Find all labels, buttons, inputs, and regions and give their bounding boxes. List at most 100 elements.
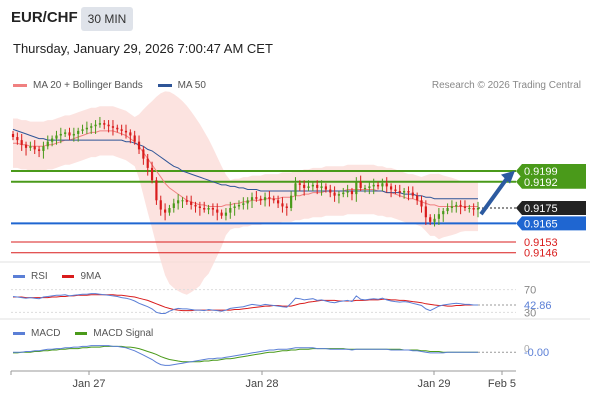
candle-body xyxy=(281,203,284,207)
candle-body xyxy=(137,141,141,150)
candle-body xyxy=(342,192,345,195)
candle-body xyxy=(164,209,167,213)
candle-body xyxy=(463,206,467,208)
candle-body xyxy=(81,129,84,131)
candle-body xyxy=(207,208,210,210)
candle-body xyxy=(94,124,97,127)
candle-body xyxy=(329,189,332,193)
candle-body xyxy=(159,200,162,210)
candle-body xyxy=(442,211,445,215)
candle-body xyxy=(381,183,384,187)
candle-body xyxy=(11,133,15,138)
candle-body xyxy=(403,191,406,193)
x-tick-label: Jan 29 xyxy=(417,378,450,390)
level-tag-resistance xyxy=(516,174,586,189)
candle-body xyxy=(64,132,67,134)
candle-body xyxy=(416,195,419,201)
moving-averages xyxy=(12,128,478,207)
candle-body xyxy=(311,184,314,187)
rsi-swatch xyxy=(13,274,25,278)
x-axis: Jan 27 Jan 28 Jan 29 Feb 5 xyxy=(10,371,516,390)
rsi-ma-legend-label: 9MA xyxy=(80,271,102,282)
candle-body xyxy=(168,208,171,213)
candle-body xyxy=(42,146,45,151)
candle-body xyxy=(359,181,362,188)
ma50-line xyxy=(12,128,478,200)
symbol-label: EUR/CHF xyxy=(11,9,78,26)
rsi-line xyxy=(12,293,478,314)
forecast-arrow-shaft xyxy=(479,174,511,216)
candle-body xyxy=(437,214,440,219)
candle-body xyxy=(346,191,349,193)
candle-body xyxy=(177,200,180,204)
bollinger-band xyxy=(13,91,478,295)
candle-body xyxy=(307,186,310,188)
candle-body xyxy=(472,208,475,210)
candle-body xyxy=(124,130,128,133)
candle-body xyxy=(220,212,223,216)
candle-body xyxy=(198,206,201,208)
candle-body xyxy=(372,184,375,187)
macd-legend-label: MACD xyxy=(31,328,61,339)
ma20-swatch xyxy=(13,83,27,87)
rsi-ma-swatch xyxy=(62,274,75,278)
timeframe-button[interactable]: 30 MIN xyxy=(81,7,133,31)
macd-signal-legend-label: MACD Signal xyxy=(93,328,154,339)
rsi-tick-label: 70 xyxy=(524,285,536,297)
x-tick-label: Jan 28 xyxy=(245,378,278,390)
candle-body xyxy=(398,191,401,193)
candle-body xyxy=(55,135,58,139)
candle-body xyxy=(133,135,136,142)
candle-body xyxy=(237,204,241,207)
candle-body xyxy=(107,124,110,127)
candle-body xyxy=(468,208,471,209)
candle-body xyxy=(116,127,119,130)
candle-body xyxy=(320,186,323,188)
candle-body xyxy=(129,132,132,136)
candle-body xyxy=(263,197,267,201)
macd-swatch xyxy=(13,331,25,335)
candle-body xyxy=(407,191,410,193)
macd-signal-line xyxy=(13,345,478,363)
forecast-arrow-head xyxy=(501,170,515,184)
rsi-current-label: 42.86 xyxy=(524,300,552,312)
candle-body xyxy=(150,167,154,181)
x-tick-label: Jan 27 xyxy=(72,378,105,390)
candle-body xyxy=(24,144,28,148)
candle-body xyxy=(250,197,254,201)
level-tag-text: 0.9192 xyxy=(524,177,558,189)
ma50-legend-label: MA 50 xyxy=(177,80,206,91)
candle-body xyxy=(111,126,115,128)
candle-body xyxy=(46,141,49,147)
candle-body xyxy=(337,194,341,196)
candle-body xyxy=(155,180,158,201)
candle-body xyxy=(29,146,32,148)
candle-body xyxy=(85,127,88,130)
ma50-swatch xyxy=(157,83,172,87)
candle-body xyxy=(276,200,280,204)
candle-body xyxy=(211,208,215,210)
candle-body xyxy=(268,197,271,199)
candle-body xyxy=(120,129,123,131)
rsi-tick-label: 30 xyxy=(524,307,536,319)
candle-body xyxy=(77,130,80,134)
candle-body xyxy=(433,218,436,222)
candle-body xyxy=(233,206,236,208)
candle-body xyxy=(90,126,93,128)
candle-body xyxy=(229,208,232,213)
candle-body xyxy=(290,195,293,208)
candle-body xyxy=(272,198,275,201)
candle-body xyxy=(298,183,301,185)
candle-body xyxy=(98,123,102,125)
level-tag-text: 0.9165 xyxy=(524,218,558,230)
candle-body xyxy=(51,138,54,142)
macd-line xyxy=(13,345,478,366)
candle-body xyxy=(450,206,454,208)
candle-body xyxy=(142,149,145,159)
candle-body xyxy=(385,183,388,187)
candles xyxy=(11,116,480,227)
candle-body xyxy=(368,186,371,188)
candle-body xyxy=(389,186,393,190)
macd-signal-swatch xyxy=(75,331,88,335)
candle-body xyxy=(255,197,258,199)
